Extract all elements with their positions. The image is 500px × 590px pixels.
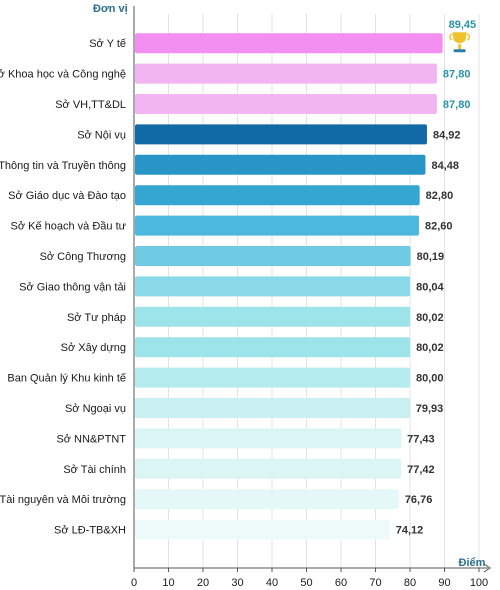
x-tick-label: 40 — [266, 577, 278, 589]
x-tick-label: 90 — [438, 577, 450, 589]
value-label: 77,43 — [407, 433, 435, 445]
value-label: 82,80 — [426, 190, 454, 202]
bar — [135, 63, 437, 84]
trophy-stem — [458, 44, 462, 50]
bar — [135, 428, 402, 449]
value-label: 77,42 — [407, 464, 435, 476]
bar — [135, 398, 410, 418]
category-label: Sở Tài nguyên và Môi trường — [0, 494, 126, 506]
category-label: Sở Công Thương — [40, 251, 126, 263]
bar — [135, 124, 427, 145]
value-label: 76,76 — [405, 494, 433, 506]
x-tick-label: 60 — [335, 577, 347, 589]
category-label: Sở Thông tin và Truyền thông — [0, 160, 126, 172]
bar — [135, 458, 402, 479]
category-label: Sở Tài chính — [63, 464, 126, 476]
bar — [135, 246, 411, 266]
category-label: Sở Y tế — [89, 38, 126, 50]
trophy-handle — [466, 33, 471, 41]
trophy-base — [453, 49, 466, 53]
axes — [133, 6, 491, 573]
value-labels: 89,45 87,80 87,80 84,92 84,48 82,80 82,60 80,19… — [396, 19, 476, 536]
category-label: Sở Kế hoạch và Đầu tư — [11, 221, 127, 233]
x-tick-label: 80 — [404, 577, 416, 589]
x-tick-label: 0 — [131, 577, 137, 589]
bar — [135, 33, 443, 54]
x-tick-label: 30 — [231, 577, 243, 589]
trophy-icon — [449, 32, 471, 53]
x-tick-label: 70 — [369, 577, 381, 589]
category-labels: Sở Y tế Sở Khoa học và Công nghệ Sở VH,TT&… — [0, 38, 127, 536]
bar — [135, 154, 426, 175]
bar — [135, 519, 390, 540]
value-label: 80,04 — [416, 281, 444, 293]
bar — [135, 185, 420, 206]
bar — [135, 215, 419, 236]
y-axis-title: Đơn vị — [93, 3, 128, 15]
category-label: Sở Khoa học và Công nghệ — [0, 69, 126, 81]
x-tick-label: 20 — [197, 577, 209, 589]
bar — [135, 367, 410, 388]
category-label: Sở VH,TT&DL — [55, 99, 126, 111]
x-tick-label: 10 — [162, 577, 174, 589]
value-label: 84,92 — [433, 129, 461, 141]
bar — [135, 94, 437, 114]
bar — [135, 489, 399, 510]
value-label: 87,80 — [443, 69, 471, 81]
category-label: Sở LĐ-TB&XH — [54, 525, 126, 537]
category-label: Sở Tư pháp — [67, 312, 126, 324]
value-label: 74,12 — [396, 525, 424, 537]
x-tick-label: 50 — [300, 577, 312, 589]
value-label: 80,02 — [416, 342, 444, 354]
category-label: Sở Giáo dục và Đào tạo — [8, 190, 126, 202]
value-label: 80,19 — [417, 251, 445, 263]
category-label: Ban Quản lý Khu kinh tế — [7, 373, 126, 385]
x-axis-title: Điểm — [459, 557, 486, 569]
x-tick-labels: 0 10 20 30 40 50 60 70 80 90 100 — [131, 577, 488, 589]
category-label: Sở Nội vụ — [77, 129, 126, 141]
x-axis-arrow — [483, 563, 491, 573]
value-label: 84,48 — [431, 160, 459, 172]
value-label: 80,02 — [416, 312, 444, 324]
category-label: Sở Xây dựng — [61, 342, 126, 354]
value-label: 89,45 — [449, 19, 477, 31]
bar — [135, 306, 411, 327]
value-label: 87,80 — [443, 99, 471, 111]
category-label: Sở Ngoại vụ — [65, 403, 126, 415]
value-label: 79,93 — [416, 403, 444, 415]
value-label: 82,60 — [425, 221, 453, 233]
bar — [135, 276, 411, 297]
category-label: Sở NN&PTNT — [56, 433, 126, 445]
bars — [135, 33, 443, 540]
bar — [135, 337, 411, 358]
trophy-cup — [452, 32, 467, 44]
trophy-handle — [449, 33, 453, 41]
x-tick-label: 100 — [470, 577, 488, 589]
value-label: 80,00 — [416, 373, 444, 385]
category-label: Sở Giao thông vận tải — [19, 281, 126, 293]
